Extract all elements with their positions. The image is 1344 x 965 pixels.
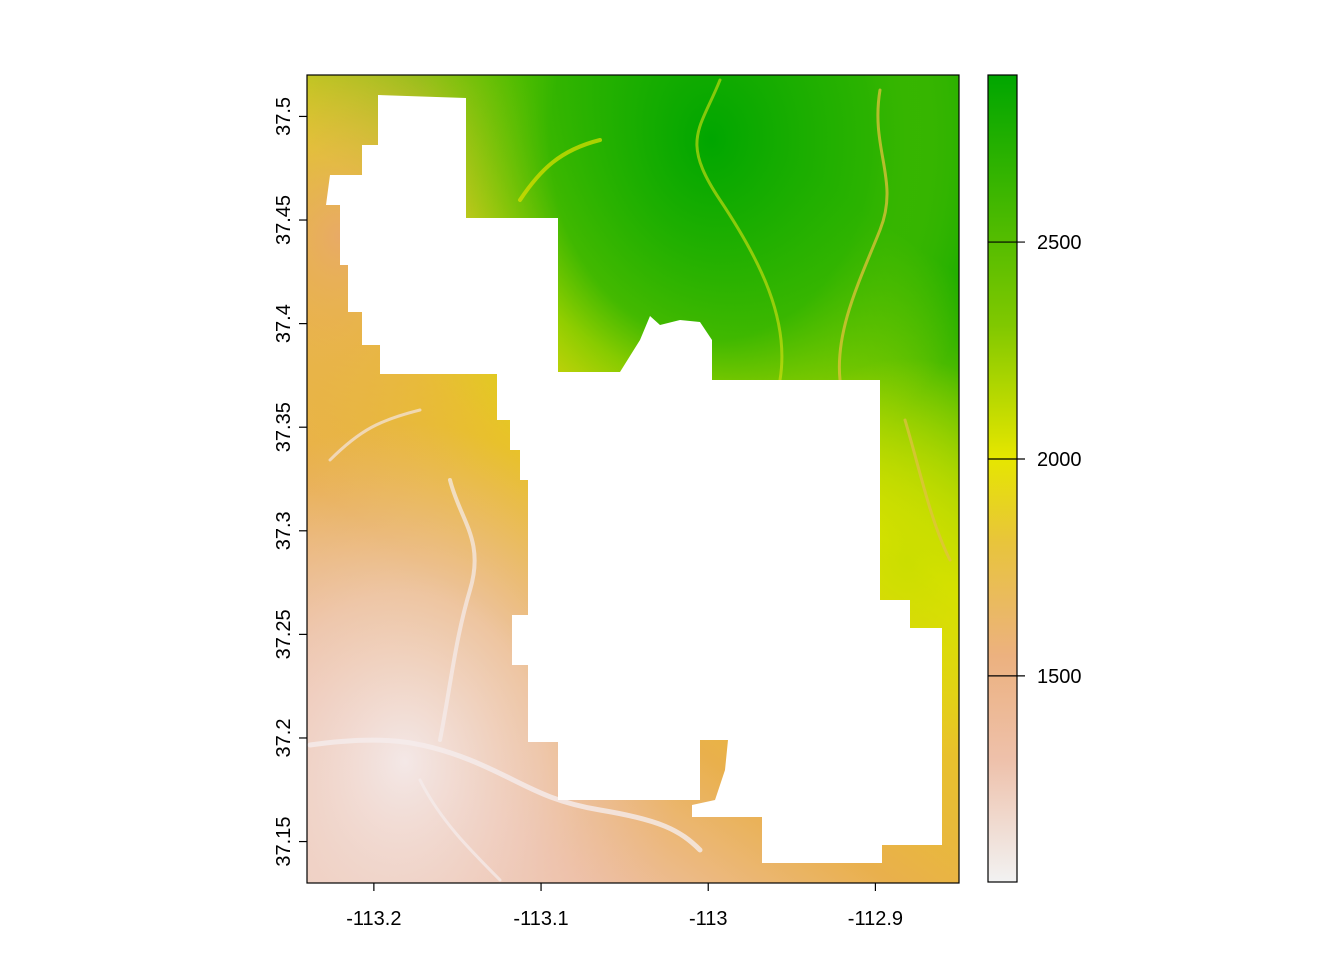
legend-tick-label: 1500	[1037, 666, 1082, 688]
y-tick-label: 37.3	[273, 511, 295, 550]
y-tick-label: 37.2	[273, 719, 295, 758]
y-tick-label: 37.35	[273, 402, 295, 452]
legend-color-bar	[987, 74, 1018, 883]
drainage-lines	[307, 78, 952, 882]
x-tick-label: -113.1	[513, 908, 568, 930]
x-tick-label: -112.9	[848, 908, 903, 930]
legend-tick-label: 2000	[1037, 449, 1082, 471]
y-tick-label: 37.45	[273, 195, 295, 245]
x-tick-label: -113	[689, 908, 728, 930]
y-tick-label: 37.5	[273, 97, 295, 136]
legend-ticks: 1500 2000 2500	[988, 232, 1082, 688]
x-tick-label: -113.2	[346, 908, 401, 930]
legend-tick-label: 2500	[1037, 232, 1082, 254]
x-axis: -113.2 -113.1 -113 -112.9	[346, 883, 903, 930]
map-frame	[306, 74, 960, 884]
y-tick-label: 37.15	[273, 817, 295, 867]
y-tick-label: 37.25	[273, 609, 295, 659]
elevation-legend: 1500 2000 2500	[987, 74, 1082, 883]
no-data-mask	[326, 95, 942, 863]
y-axis: 37.15 37.2 37.25 37.3 37.35 37.4 37.45 37.5	[273, 97, 307, 867]
y-tick-label: 37.4	[273, 304, 295, 343]
